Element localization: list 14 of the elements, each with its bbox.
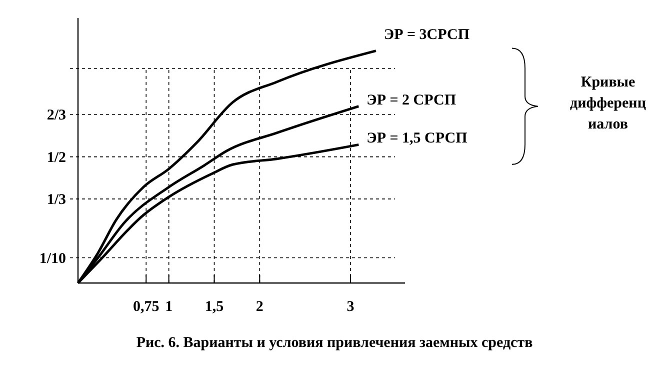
x-tick-label: 1: [165, 299, 173, 315]
x-tick-label: 2: [256, 299, 264, 315]
series-label: ЭР = 1,5 СРСП: [366, 130, 468, 147]
y-tick-label: 1/2: [46, 150, 66, 166]
y-tick-label: 1/3: [46, 192, 66, 208]
y-tick-label: 2/3: [46, 108, 66, 124]
x-tick-label: 1,5: [204, 299, 224, 315]
series-label: ЭР = 2 СРСП: [366, 92, 456, 108]
text: Рис. 6. Варианты и условия привлечения заемных средств: [136, 335, 533, 351]
y-tick-label: 1/10: [39, 250, 66, 267]
text: Кривые дифференц иалов: [570, 74, 646, 132]
series-label: ЭР = 3СРСП: [384, 26, 470, 43]
x-tick-label: 0,75: [133, 299, 160, 315]
x-tick-label: 3: [346, 299, 354, 315]
